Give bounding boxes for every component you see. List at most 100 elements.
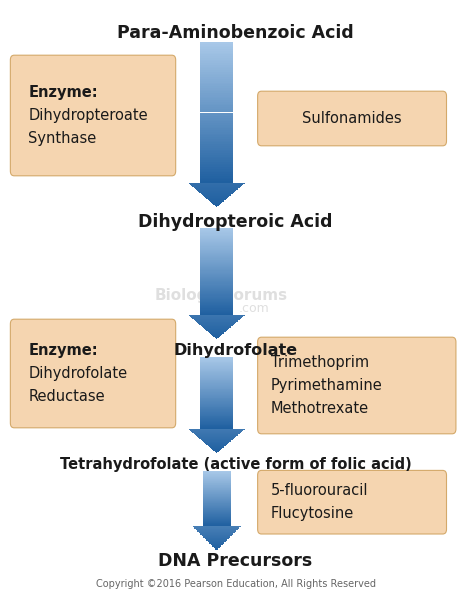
Bar xyxy=(200,424,233,425)
Bar xyxy=(206,540,227,541)
Bar xyxy=(203,474,231,475)
Bar xyxy=(200,232,233,233)
Bar xyxy=(200,291,233,292)
Bar xyxy=(203,523,231,524)
Bar xyxy=(200,231,233,232)
Bar xyxy=(200,137,233,139)
Bar xyxy=(203,518,231,519)
Text: Pyrimethamine: Pyrimethamine xyxy=(271,378,382,393)
Bar xyxy=(200,265,233,266)
Bar xyxy=(200,287,233,288)
Text: Para-Aminobenzoic Acid: Para-Aminobenzoic Acid xyxy=(117,24,354,42)
Bar xyxy=(195,320,238,321)
Bar xyxy=(206,444,227,445)
Bar xyxy=(200,268,233,269)
Bar xyxy=(203,479,231,480)
Bar xyxy=(203,536,230,537)
Bar xyxy=(200,70,233,72)
Text: DNA Precursors: DNA Precursors xyxy=(158,552,313,570)
Bar xyxy=(200,364,233,365)
Bar xyxy=(191,185,242,186)
Bar xyxy=(213,450,220,451)
Bar xyxy=(203,480,231,481)
Bar xyxy=(200,119,233,121)
Bar xyxy=(197,190,236,191)
Bar xyxy=(198,191,235,192)
Bar xyxy=(200,386,233,387)
Bar xyxy=(202,535,232,536)
Bar xyxy=(200,123,233,125)
Bar xyxy=(200,412,233,413)
Bar xyxy=(203,516,231,517)
Bar xyxy=(200,236,233,238)
Bar xyxy=(200,245,233,247)
Bar xyxy=(197,530,236,531)
Text: Dihydropteroate: Dihydropteroate xyxy=(28,108,148,123)
Bar xyxy=(200,174,233,176)
Bar xyxy=(209,200,224,201)
Bar xyxy=(200,167,233,169)
Bar xyxy=(203,485,231,486)
Bar xyxy=(200,380,233,382)
Bar xyxy=(210,201,224,202)
Bar xyxy=(200,308,233,310)
Bar xyxy=(200,47,233,49)
Bar xyxy=(200,153,233,155)
Bar xyxy=(200,428,233,429)
Bar xyxy=(200,392,233,393)
Bar xyxy=(200,243,233,244)
Bar xyxy=(200,286,233,287)
Bar xyxy=(190,184,244,185)
Bar xyxy=(203,471,231,472)
Bar xyxy=(200,402,233,403)
Bar xyxy=(200,288,233,289)
FancyBboxPatch shape xyxy=(258,91,447,146)
Bar xyxy=(200,407,233,408)
Bar xyxy=(212,335,221,336)
Bar xyxy=(212,449,221,450)
Bar xyxy=(200,420,233,421)
Bar xyxy=(200,256,233,257)
Bar xyxy=(203,513,231,514)
Bar xyxy=(203,494,231,495)
Bar xyxy=(200,314,233,315)
Bar xyxy=(203,473,231,474)
Bar xyxy=(200,164,233,166)
Bar xyxy=(213,204,220,205)
Bar xyxy=(211,544,223,545)
Bar xyxy=(200,414,233,415)
Bar xyxy=(214,547,219,548)
Bar xyxy=(192,432,241,433)
Text: Enzyme:: Enzyme: xyxy=(28,85,98,100)
Bar xyxy=(200,401,233,402)
Bar xyxy=(200,104,233,106)
Bar xyxy=(203,495,231,496)
Bar xyxy=(200,109,233,111)
Bar xyxy=(200,267,233,268)
Bar xyxy=(208,199,226,200)
Bar xyxy=(203,502,231,503)
Bar xyxy=(200,370,233,371)
Bar xyxy=(203,489,231,490)
Bar xyxy=(200,410,233,411)
Bar xyxy=(200,373,233,374)
Bar xyxy=(203,488,231,489)
Bar xyxy=(203,524,231,525)
Bar xyxy=(200,281,233,283)
Bar xyxy=(194,433,240,434)
Bar xyxy=(200,142,233,144)
Bar xyxy=(215,548,219,549)
Bar xyxy=(200,53,233,55)
Bar xyxy=(200,305,233,307)
Bar xyxy=(200,371,233,372)
Bar xyxy=(200,427,233,428)
Bar xyxy=(200,238,233,239)
Bar xyxy=(216,452,217,453)
Bar xyxy=(200,278,233,279)
Bar xyxy=(203,525,231,526)
Bar xyxy=(203,506,231,507)
Bar xyxy=(203,514,231,515)
Bar xyxy=(203,498,231,499)
Bar xyxy=(215,337,219,338)
Bar xyxy=(203,475,231,476)
